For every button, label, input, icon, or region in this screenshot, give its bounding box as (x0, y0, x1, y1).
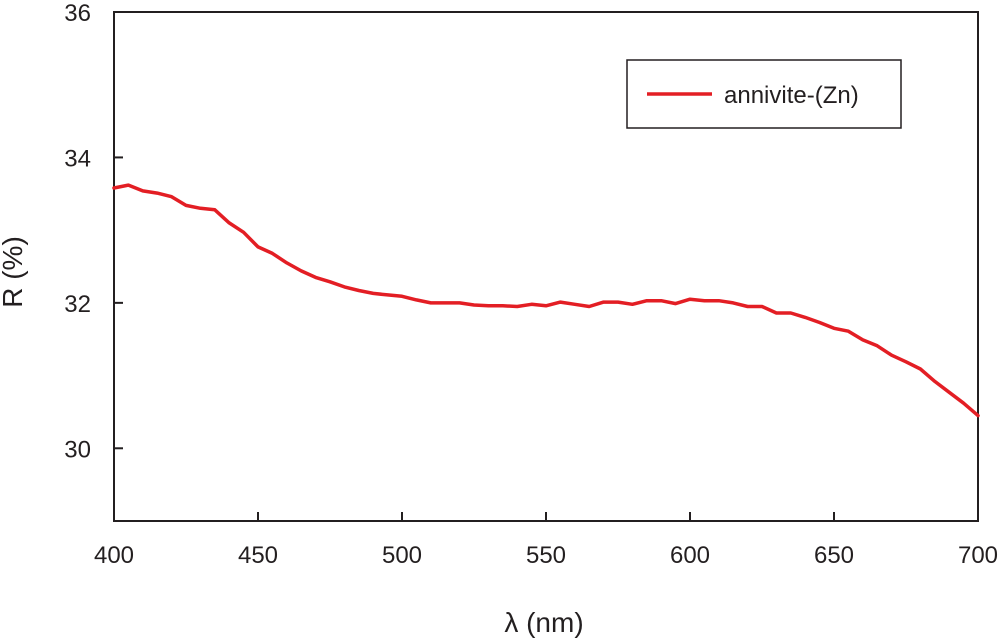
x-tick-label: 450 (238, 542, 278, 569)
y-tick-label: 30 (64, 436, 91, 463)
x-tick-label: 650 (814, 542, 854, 569)
legend-label: annivite-(Zn) (724, 82, 859, 109)
series-line (112, 183, 980, 418)
x-axis: 400 450 500 550 600 650 700 (94, 512, 998, 569)
x-axis-title: λ (nm) (504, 607, 583, 638)
x-tick-label: 700 (958, 542, 998, 569)
y-tick-label: 32 (64, 291, 91, 318)
x-tick-label: 600 (670, 542, 710, 569)
y-tick-label: 34 (64, 145, 91, 172)
series-layer (112, 183, 980, 418)
x-tick-label: 400 (94, 542, 134, 569)
y-tick-label: 36 (64, 0, 91, 27)
legend: annivite-(Zn) (626, 59, 902, 129)
x-tick-label: 500 (382, 542, 422, 569)
y-axis: 30 32 34 36 (64, 0, 123, 463)
x-tick-label: 550 (526, 542, 566, 569)
y-axis-title: R (%) (0, 236, 28, 308)
